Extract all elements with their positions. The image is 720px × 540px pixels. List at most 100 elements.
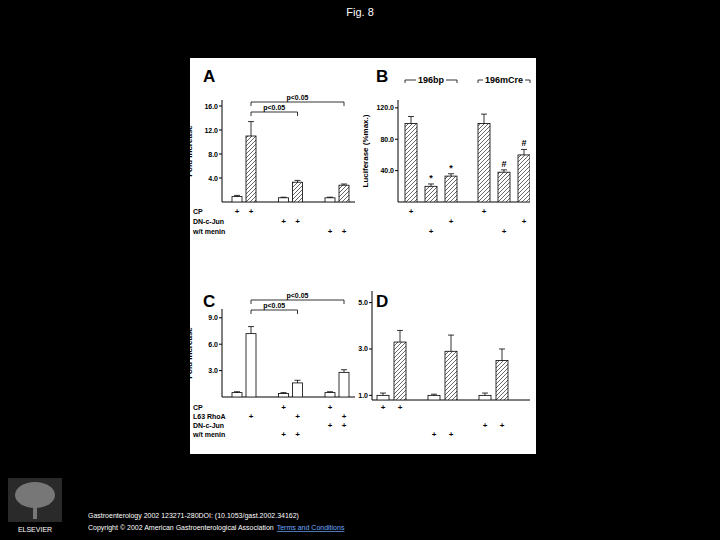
condition-mark: + [482,207,487,216]
bar [425,186,437,202]
background [0,0,720,540]
condition-label: w/t menin [192,228,225,235]
error-cap [431,394,437,395]
error-bar [281,197,287,199]
bar [498,172,510,202]
bar [445,351,457,400]
condition-mark: + [328,227,333,236]
error-bar [295,380,301,383]
error-stem [484,114,485,123]
significance-label: p<0.05 [263,104,285,112]
significance-label: p<0.05 [287,94,309,102]
logo-box [8,478,62,522]
y-tick [219,130,222,131]
bar-annotation: # [521,138,526,148]
error-cap [380,393,386,394]
bar [428,395,440,400]
bar [405,124,417,202]
bar [232,393,242,397]
error-bar [327,197,333,199]
condition-mark: + [295,412,300,421]
panel-C: CFold increase3.06.09.0p<0.05p<0.05CP++L… [185,292,355,439]
error-bar [481,114,487,123]
condition-label: DN-c-Jun [193,218,224,225]
condition-mark: + [409,207,414,216]
y-tick [369,302,372,303]
condition-mark: + [500,421,505,430]
error-bar [248,122,254,136]
condition-mark: + [381,403,386,412]
group-label: 196bp [418,75,445,85]
publisher-logo: ELSEVIER [8,478,62,533]
y-axis-label: Fold increase [185,125,194,177]
error-stem [524,149,525,154]
condition-mark: + [449,430,454,439]
error-cap [341,369,347,370]
error-cap [248,326,254,327]
condition-mark: + [235,207,240,216]
y-tick-label: 16.0 [204,103,218,110]
error-bar [234,195,240,196]
bar [293,182,303,202]
bar [479,395,491,400]
y-tick-label: 12.0 [204,127,218,134]
bar [445,176,457,202]
y-tick-label: 1.0 [358,392,368,399]
error-cap [248,121,254,122]
condition-mark: + [342,412,347,421]
error-bar [380,393,386,395]
bar [518,155,530,202]
condition-mark: + [449,217,454,226]
condition-mark: + [249,207,254,216]
bars [232,122,349,202]
condition-mark: + [328,403,333,412]
condition-mark: + [295,217,300,226]
error-cap [397,330,403,331]
bar [377,395,389,400]
y-tick [219,178,222,179]
condition-mark: + [342,227,347,236]
significance-label: p<0.05 [263,302,285,310]
y-tick-label: 80.0 [380,136,394,143]
bar-annotation: * [449,163,453,173]
error-bar [482,393,488,395]
error-stem [411,116,412,123]
error-cap [327,391,333,392]
bar [325,393,335,397]
figure: Fig. 8AFold increase4.08.012.016.0p<0.05… [0,0,720,540]
error-bar [234,391,240,393]
group-label: 196mCre [485,75,523,85]
condition-label: DN-c-Jun [193,422,224,429]
error-stem [502,349,503,361]
y-tick [369,395,372,396]
y-axis [398,100,399,202]
y-axis-label: Fold increase [185,327,194,379]
error-bar [248,327,254,334]
y-tick [369,348,372,349]
error-cap [234,195,240,196]
condition-label: CP [193,208,203,215]
significance-label: p<0.05 [287,292,309,300]
terms-link[interactable]: Terms and Conditions [277,524,345,531]
y-tick-label: 6.0 [208,341,218,348]
error-bar [521,149,527,154]
error-cap [481,114,487,115]
error-cap [428,183,434,184]
y-axis [222,100,223,202]
error-cap [501,169,507,170]
condition-mark: + [249,412,254,421]
panel-letter: A [203,67,215,86]
error-cap [448,173,454,174]
panel-A: AFold increase4.08.012.016.0p<0.05p<0.05… [185,67,355,236]
error-bar [501,170,507,172]
condition-mark: + [483,421,488,430]
bar [293,383,303,397]
condition-mark: + [281,430,286,439]
error-stem [400,330,401,342]
y-tick [395,107,398,108]
y-tick-label: 40.0 [380,167,394,174]
copyright-line: Copyright © 2002 American Gastroenterolo… [88,524,345,532]
error-cap [327,197,333,198]
error-bar [431,394,437,395]
error-stem [451,335,452,351]
